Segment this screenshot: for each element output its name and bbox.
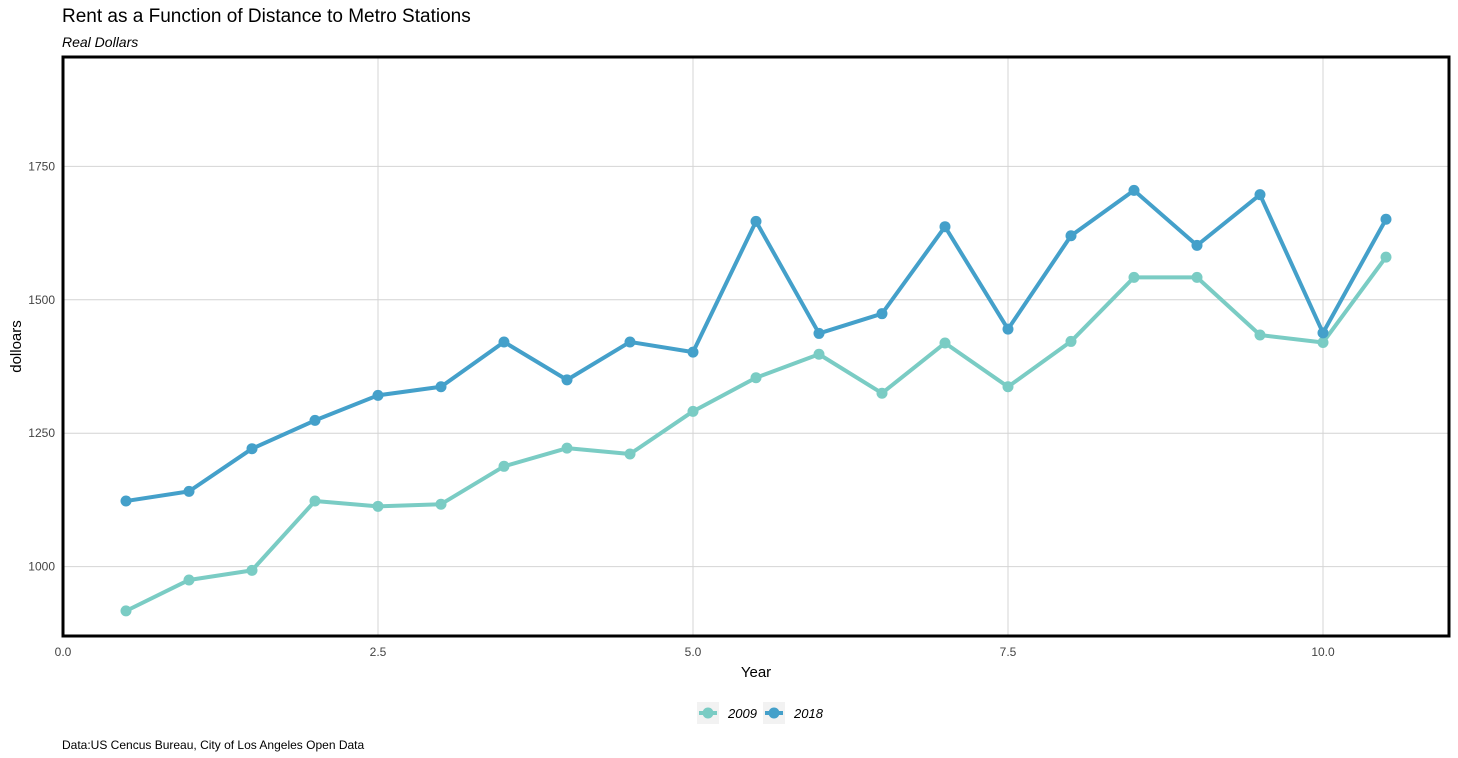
data-point-2018: [1065, 230, 1077, 242]
data-point-2009: [309, 495, 321, 507]
data-point-2009: [750, 372, 762, 384]
data-point-2009: [876, 387, 888, 399]
data-point-2009: [120, 605, 132, 617]
legend-key-point: [702, 707, 714, 719]
y-axis-ticks: 1000 1250 1500 1750: [28, 159, 55, 573]
y-tick-label: 1250: [28, 426, 55, 440]
data-point-2018: [750, 215, 762, 227]
data-point-2018: [1254, 189, 1266, 201]
data-point-2018: [246, 443, 258, 455]
x-tick-label: 2.5: [370, 645, 387, 659]
grid-lines: [62, 57, 1449, 636]
chart-title: Rent as a Function of Distance to Metro …: [62, 6, 471, 27]
x-axis-ticks: 0.0 2.5 5.0 7.5 10.0: [55, 645, 1335, 659]
x-tick-label: 0.0: [55, 645, 72, 659]
data-point-2018: [687, 346, 699, 358]
data-point-2018: [1128, 184, 1140, 196]
x-tick-label: 10.0: [1311, 645, 1335, 659]
data-point-2009: [435, 498, 447, 510]
series-line-2018: [124, 188, 1388, 503]
y-tick-label: 1750: [28, 159, 55, 173]
legend-label-2009: 2009: [727, 706, 757, 721]
data-point-2009: [1002, 381, 1014, 393]
data-point-2018: [498, 336, 510, 348]
data-point-2018: [561, 374, 573, 386]
data-point-2009: [561, 442, 573, 454]
data-point-2018: [372, 389, 384, 401]
data-point-2009: [183, 574, 195, 586]
data-point-2018: [1002, 323, 1014, 335]
legend: 2009 2018: [697, 702, 824, 724]
data-point-2018: [309, 414, 321, 426]
data-point-2018: [624, 336, 636, 348]
data-point-2009: [624, 448, 636, 460]
y-tick-label: 1500: [28, 293, 55, 307]
chart-caption: Data:US Cencus Bureau, City of Los Angel…: [62, 738, 365, 752]
series-layer: [120, 184, 1392, 617]
series-line-2009: [124, 255, 1388, 613]
y-axis-title: dolloars: [8, 320, 25, 373]
data-point-2018: [1380, 213, 1392, 225]
data-point-2009: [1128, 271, 1140, 283]
data-point-2009: [813, 348, 825, 360]
chart-subtitle: Real Dollars: [62, 34, 139, 50]
plot-frame: [61, 55, 1451, 638]
x-axis-title: Year: [741, 664, 771, 681]
x-tick-label: 5.0: [685, 645, 702, 659]
data-point-2018: [183, 485, 195, 497]
y-tick-label: 1000: [28, 560, 55, 574]
data-point-2018: [876, 308, 888, 320]
data-point-2018: [435, 381, 447, 393]
data-point-2018: [1191, 239, 1203, 251]
legend-key-point: [768, 707, 780, 719]
data-point-2009: [1191, 271, 1203, 283]
legend-label-2018: 2018: [793, 706, 824, 721]
line-chart: 0.0 2.5 5.0 7.5 10.0 1000 1250 1500 1750 Year d…: [8, 55, 1451, 724]
data-point-2018: [813, 327, 825, 339]
data-point-2009: [1380, 251, 1392, 263]
data-point-2009: [1065, 335, 1077, 347]
data-point-2009: [939, 337, 951, 349]
data-point-2009: [1317, 336, 1329, 348]
data-point-2018: [120, 495, 132, 507]
data-point-2009: [498, 460, 510, 472]
data-point-2009: [1254, 329, 1266, 341]
data-point-2018: [939, 221, 951, 233]
x-tick-label: 7.5: [1000, 645, 1017, 659]
data-point-2009: [372, 500, 384, 512]
data-point-2018: [1317, 327, 1329, 339]
data-point-2009: [687, 405, 699, 417]
data-point-2009: [246, 564, 258, 576]
